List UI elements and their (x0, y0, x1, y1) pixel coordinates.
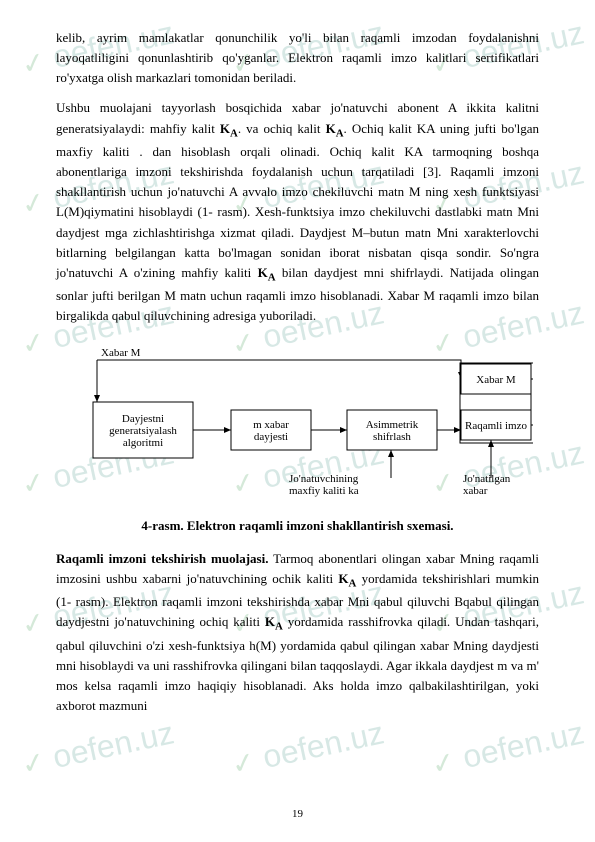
p3-f: K (265, 614, 275, 629)
page-number: 19 (0, 808, 595, 820)
svg-text:Raqamli imzo: Raqamli imzo (464, 420, 527, 432)
p3-head: Raqamli imzoni tekshirish muolajasi. (56, 551, 268, 566)
svg-text:algoritmi: algoritmi (122, 437, 162, 449)
page-content: kelib, ayrim mamlakatlar qonunchilik yo'… (0, 0, 595, 746)
paragraph-3: Raqamli imzoni tekshirish muolajasi. Tar… (56, 549, 539, 717)
svg-text:Asimmetrik: Asimmetrik (365, 419, 418, 431)
svg-text:maxfiy kaliti ka: maxfiy kaliti ka (289, 485, 359, 497)
svg-text:generatsiyalash: generatsiyalash (109, 425, 177, 437)
svg-text:xabar: xabar (463, 485, 488, 497)
svg-text:Jo'natilgan: Jo'natilgan (463, 473, 511, 485)
svg-text:m xabar: m xabar (253, 419, 289, 431)
p2-h: K (258, 265, 268, 280)
svg-text:Jo'natuvchining: Jo'natuvchining (289, 473, 359, 485)
svg-text:Xabar M: Xabar M (101, 347, 141, 359)
paragraph-1: kelib, ayrim mamlakatlar qonunchilik yo'… (56, 28, 539, 88)
flow-diagram: Xabar M Dayjestnigeneratsiyalashalgoritmi… (63, 340, 533, 510)
p2-e: K (326, 121, 336, 136)
p2-g: . Ochiq kalit KA uning jufti bo'lgan max… (56, 121, 539, 280)
p2-d: . va ochiq kalit (238, 121, 326, 136)
svg-text:Dayjestni: Dayjestni (121, 413, 163, 425)
paragraph-2: Ushbu muolajani tayyorlash bosqichida xa… (56, 98, 539, 326)
p2-c: A (230, 127, 238, 139)
p3-c: K (338, 571, 348, 586)
svg-text:shifrlash: shifrlash (373, 431, 411, 443)
p3-g: A (275, 621, 283, 633)
p2-f: A (336, 127, 344, 139)
svg-text:Xabar M: Xabar M (476, 374, 516, 386)
svg-text:dayjesti: dayjesti (253, 431, 287, 443)
p2-b: K (220, 121, 230, 136)
figure-caption: 4-rasm. Elektron raqamli imzoni shakllan… (56, 516, 539, 536)
p2-i: A (268, 271, 276, 283)
